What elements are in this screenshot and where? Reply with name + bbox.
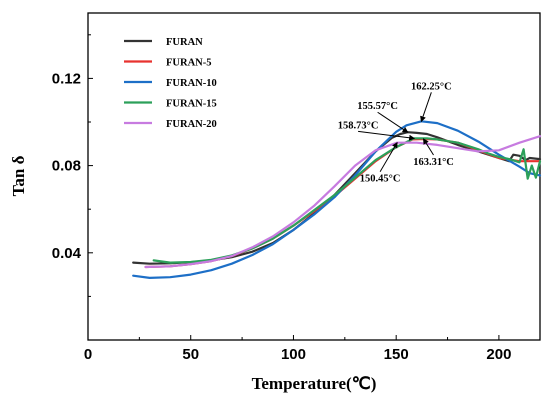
annotation-label: 155.57°C	[357, 101, 398, 112]
annotation-label: 162.25°C	[411, 81, 452, 92]
legend-label: FURAN-20	[166, 119, 217, 130]
series-line-furan-10	[132, 120, 542, 279]
series-line-furan-15	[152, 137, 542, 264]
legend-item: FURAN-10	[124, 78, 217, 89]
annotation-arrow	[420, 92, 432, 123]
annotation-label: 158.73°C	[338, 120, 379, 131]
legend-item: FURAN	[124, 37, 203, 48]
x-tick-label: 50	[182, 346, 199, 363]
peak-annotation: 162.25°C	[411, 81, 452, 123]
series-layer	[132, 120, 542, 279]
plot-area	[87, 12, 541, 341]
legend-label: FURAN-5	[166, 58, 212, 69]
series-line-furan-5	[144, 137, 542, 269]
x-tick-label: 200	[486, 346, 511, 363]
x-tick-label: 0	[84, 346, 92, 363]
annotation-arrow	[422, 138, 434, 156]
annotations: 155.57°C 162.25°C 158.73°C 163.31°C 150.45°C	[338, 81, 454, 184]
peak-annotation: 150.45°C	[360, 141, 401, 185]
peak-annotation: 163.31°C	[413, 138, 454, 168]
annotation-arrow	[379, 141, 398, 172]
legend-item: FURAN-5	[124, 58, 212, 69]
y-tick-label: 0.12	[52, 70, 81, 87]
x-axis-title: Temperature(℃)	[252, 374, 377, 393]
annotation-arrow	[358, 130, 416, 141]
y-tick-label: 0.04	[52, 245, 82, 262]
annotation-label: 163.31°C	[413, 157, 454, 168]
y-axis: 0.04 0.08 0.12	[52, 34, 93, 297]
annotation-arrow	[377, 111, 409, 133]
legend: FURAN FURAN-5 FURAN-10 FURAN-15 FURAN-20	[124, 37, 217, 130]
y-axis-title: Tan δ	[9, 155, 28, 196]
x-axis: 0 50 100 150 200	[84, 335, 511, 363]
peak-annotation: 155.57°C	[357, 101, 409, 133]
y-tick-label: 0.08	[52, 158, 81, 175]
legend-item: FURAN-20	[124, 119, 217, 130]
x-tick-label: 100	[281, 346, 306, 363]
x-tick-label: 150	[384, 346, 409, 363]
series-line-furan-20	[144, 135, 542, 269]
legend-label: FURAN-10	[166, 78, 217, 89]
peak-annotation: 158.73°C	[338, 120, 416, 141]
annotation-label: 150.45°C	[360, 174, 401, 185]
legend-label: FURAN-15	[166, 99, 217, 110]
legend-item: FURAN-15	[124, 99, 217, 110]
legend-label: FURAN	[166, 37, 203, 48]
plot-frame	[87, 12, 541, 341]
